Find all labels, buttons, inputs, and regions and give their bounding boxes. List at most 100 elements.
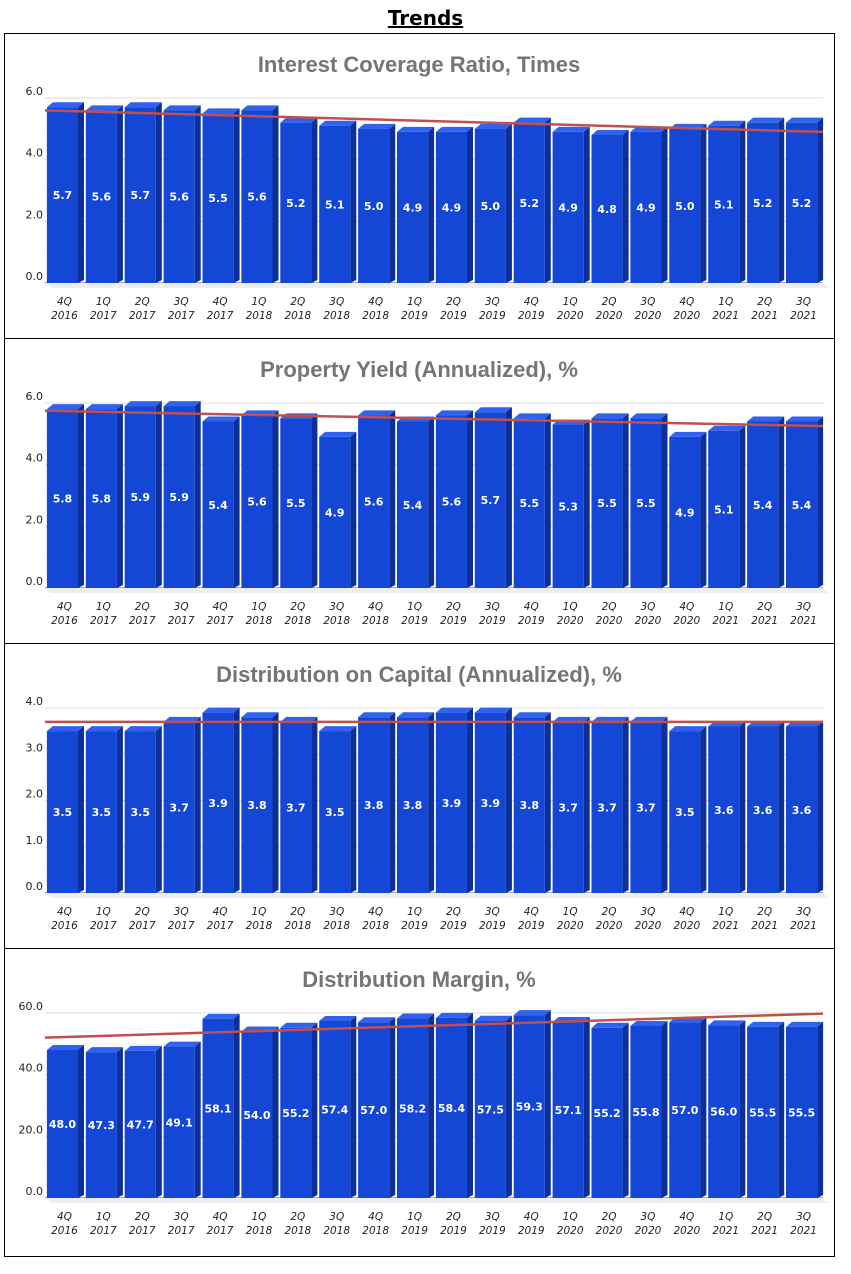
data-label: 59.3 (516, 1101, 543, 1114)
bar-front-face (474, 412, 506, 588)
bar-top-face (85, 105, 123, 111)
x-tick-year: 2018 (362, 615, 389, 627)
bar-front-face (280, 418, 312, 588)
x-tick-year: 2018 (284, 920, 311, 932)
bar-front-face (319, 436, 351, 588)
x-tick-year: 2018 (284, 310, 311, 322)
data-label: 57.0 (360, 1104, 387, 1117)
bar (241, 410, 279, 588)
bar-front-face (280, 1027, 312, 1198)
bar-front-face (435, 131, 468, 283)
bar-top-face (474, 407, 512, 413)
bar (202, 1013, 240, 1198)
bar (163, 401, 201, 588)
bar-top-face (785, 1021, 824, 1027)
bar-side-face (467, 126, 474, 284)
bar-front-face (708, 430, 740, 588)
bar-side-face (233, 416, 240, 588)
bar-side-face (116, 404, 123, 588)
bar-top-face (396, 712, 435, 718)
bar-top-face (85, 726, 123, 732)
bar (46, 1045, 85, 1198)
bar-top-face (319, 1016, 357, 1022)
bar-front-face (552, 721, 584, 893)
bar (280, 716, 318, 893)
bar (241, 1026, 279, 1198)
x-tick-quarter: 4Q (57, 906, 72, 918)
x-tick-year: 2020 (635, 920, 662, 932)
data-label: 3.7 (597, 801, 617, 814)
bar-side-face (311, 1022, 318, 1198)
x-tick-quarter: 4Q (368, 296, 383, 308)
bar-top-face (630, 1020, 668, 1026)
data-label: 55.5 (788, 1106, 815, 1119)
data-label: 5.0 (364, 200, 384, 213)
bar-side-face (817, 416, 824, 588)
data-label: 3.7 (169, 801, 189, 814)
x-tick-quarter: 1Q (407, 296, 422, 308)
bar-side-face (467, 707, 474, 893)
bar (785, 1021, 824, 1198)
bar (708, 120, 746, 283)
bar (513, 1010, 551, 1198)
bar-side-face (311, 117, 318, 284)
x-tick-year: 2021 (751, 615, 778, 627)
data-label: 3.8 (403, 799, 423, 812)
bar-top-face (513, 712, 551, 718)
bar-side-face (272, 105, 279, 283)
bar-side-face (505, 123, 512, 283)
bar (435, 410, 474, 588)
bar (358, 1017, 396, 1198)
data-label: 5.8 (92, 493, 112, 506)
bar-front-face (708, 1025, 740, 1198)
bar (46, 404, 85, 588)
bar-front-face (358, 415, 390, 588)
bar-side-face (428, 126, 435, 284)
x-tick-year: 2017 (129, 920, 156, 932)
bar-top-face (124, 401, 162, 407)
data-label: 55.2 (593, 1107, 620, 1120)
data-label: 3.7 (636, 801, 656, 814)
data-label: 5.4 (208, 499, 228, 512)
x-tick-quarter: 2Q (757, 296, 772, 308)
x-tick-year: 2018 (362, 1225, 389, 1237)
x-tick-year: 2016 (51, 1225, 78, 1237)
x-tick-quarter: 2Q (757, 1211, 772, 1223)
x-tick-quarter: 4Q (524, 296, 539, 308)
x-tick-quarter: 2Q (135, 1211, 150, 1223)
data-label: 5.2 (753, 197, 773, 210)
bar-side-face (739, 120, 746, 283)
x-tick-quarter: 2Q (290, 1211, 305, 1223)
y-tick-label: 6.0 (26, 390, 44, 403)
bar (591, 1022, 629, 1198)
bar-top-face (669, 726, 707, 732)
x-tick-quarter: 3Q (485, 1211, 500, 1223)
data-label: 55.8 (632, 1106, 659, 1119)
data-label: 5.2 (286, 197, 306, 210)
x-tick-year: 2019 (479, 920, 506, 932)
data-label: 5.4 (403, 499, 423, 512)
bar-top-face (591, 1022, 629, 1028)
bar (513, 413, 551, 588)
x-tick-quarter: 1Q (96, 906, 111, 918)
bar-side-face (272, 712, 279, 893)
bar-top-face (319, 726, 357, 732)
data-label: 4.9 (675, 506, 695, 519)
bar-side-face (350, 726, 357, 893)
bar-front-face (124, 1050, 156, 1198)
bar-front-face (241, 717, 273, 893)
x-tick-quarter: 3Q (485, 601, 500, 613)
data-label: 3.6 (714, 804, 734, 817)
x-tick-year: 2019 (401, 310, 428, 322)
bar-front-face (747, 421, 779, 588)
bar-top-face (163, 401, 201, 407)
x-tick-year: 2020 (635, 615, 662, 627)
data-label: 5.3 (558, 500, 578, 513)
bar-front-face (202, 712, 234, 893)
data-label: 58.2 (399, 1102, 426, 1115)
x-tick-quarter: 4Q (368, 601, 383, 613)
bar-front-face (474, 712, 506, 893)
x-tick-quarter: 3Q (329, 601, 344, 613)
bar-side-face (583, 1016, 590, 1198)
bar-side-face (233, 108, 240, 284)
